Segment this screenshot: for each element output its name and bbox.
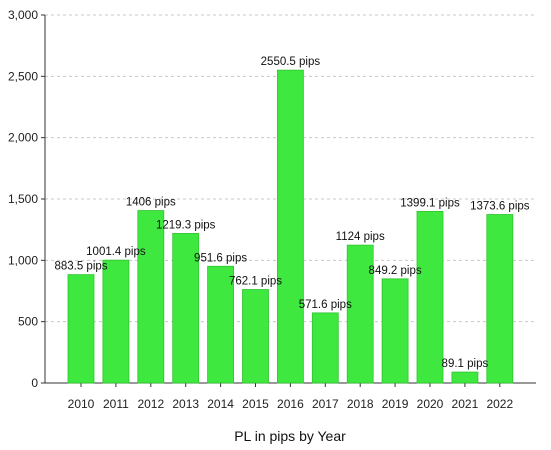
- bar-2016: [276, 69, 304, 384]
- y-tick-label: 2,500: [8, 69, 38, 83]
- x-tick-label-2010: 2010: [68, 397, 95, 411]
- x-tick-label-2016: 2016: [277, 397, 304, 411]
- data-label-2010: 883.5 pips: [54, 261, 107, 273]
- x-tick-label-2021: 2021: [452, 397, 479, 411]
- bar-2011: [102, 259, 130, 384]
- data-label-2011: 1001.4 pips: [86, 246, 146, 258]
- x-tick-label-2011: 2011: [103, 397, 129, 411]
- bar-2010: [67, 274, 95, 384]
- y-tick-label: 1,500: [8, 192, 38, 206]
- x-tick-label-2014: 2014: [207, 397, 234, 411]
- y-tick-labels: 0 500 1,000 1,500 2,000 2,500 3,000: [8, 8, 38, 390]
- bar-2014: [207, 265, 235, 384]
- x-tick-label-2020: 2020: [417, 397, 444, 411]
- y-tick-label: 1,000: [8, 253, 38, 267]
- data-label-2017: 571.6 pips: [299, 299, 352, 311]
- x-tick-label-2012: 2012: [137, 397, 164, 411]
- bars: [67, 69, 514, 384]
- x-tick-labels: 2010 2011 2012 2013 2014 2015 2016 2017 2018 2019…: [68, 397, 514, 411]
- x-axis-title: PL in pips by Year: [234, 428, 346, 444]
- y-tick-label: 3,000: [8, 8, 38, 22]
- data-label-2012: 1406 pips: [126, 197, 176, 209]
- x-tick-label-2017: 2017: [312, 397, 339, 411]
- data-label-2015: 762.1 pips: [229, 276, 282, 288]
- bar-2018: [346, 244, 374, 384]
- bar-2017: [311, 312, 339, 384]
- data-label-2019: 849.2 pips: [369, 265, 422, 277]
- bar-2013: [172, 233, 200, 384]
- y-tick-label: 500: [18, 315, 38, 329]
- data-label-2016: 2550.5 pips: [261, 56, 321, 68]
- bar-2012: [137, 210, 165, 384]
- data-label-2013: 1219.3 pips: [156, 219, 216, 231]
- bar-2020: [416, 210, 444, 384]
- gridlines: [45, 14, 536, 323]
- x-tick-label-2022: 2022: [486, 397, 513, 411]
- x-tick-label-2018: 2018: [347, 397, 374, 411]
- bar-2019: [381, 278, 409, 384]
- data-label-2021: 89.1 pips: [442, 358, 489, 370]
- x-tick-label-2013: 2013: [172, 397, 199, 411]
- data-label-2022: 1373.6 pips: [470, 201, 530, 213]
- y-tick-label: 0: [31, 376, 38, 390]
- data-label-2014: 951.6 pips: [194, 252, 247, 264]
- data-label-2020: 1399.1 pips: [400, 197, 460, 209]
- x-tick-label-2019: 2019: [382, 397, 409, 411]
- x-tick-label-2015: 2015: [242, 397, 269, 411]
- data-labels: 883.5 pips 1001.4 pips 1406 pips 1219.3 pip…: [54, 56, 529, 370]
- bar-2021: [451, 371, 479, 384]
- bar-2015: [242, 289, 269, 384]
- bar-2022: [486, 214, 514, 384]
- data-label-2018: 1124 pips: [336, 231, 385, 243]
- y-tick-label: 2,000: [8, 131, 38, 145]
